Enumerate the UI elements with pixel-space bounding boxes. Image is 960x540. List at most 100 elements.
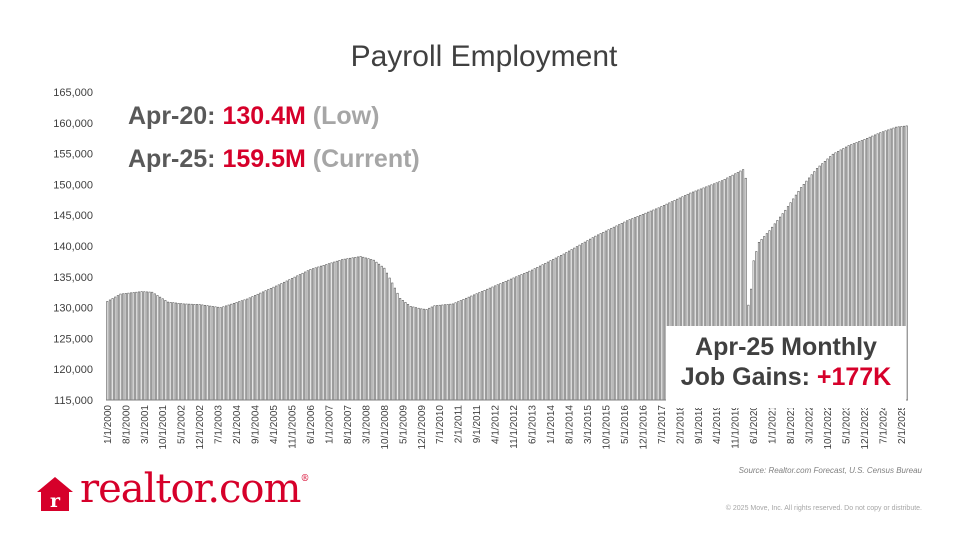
bar xyxy=(227,304,230,401)
bar xyxy=(185,303,188,401)
bar xyxy=(388,277,391,401)
bar xyxy=(151,291,154,401)
bar xyxy=(449,303,452,401)
y-tick-label: 130,000 xyxy=(53,303,93,315)
x-tick-label: 9/1/2004 xyxy=(251,405,262,444)
bar xyxy=(478,292,481,401)
bar xyxy=(251,296,254,401)
bar xyxy=(454,302,457,401)
bar xyxy=(190,303,193,401)
bar xyxy=(591,237,594,401)
bar xyxy=(610,228,613,401)
bar xyxy=(502,282,505,401)
bar xyxy=(554,257,557,401)
x-tick-label: 4/1/2012 xyxy=(491,405,502,444)
bar xyxy=(195,304,199,401)
bar xyxy=(483,290,486,401)
bar xyxy=(438,304,441,401)
bar xyxy=(378,263,381,401)
bar xyxy=(280,283,283,401)
bar xyxy=(562,253,565,401)
x-axis: 1/1/2000 8/1/2000 3/1/2001 10/1/2001 5/1/200… xyxy=(103,405,908,450)
bar xyxy=(264,290,267,401)
x-tick-label: 5/1/2016 xyxy=(620,405,631,444)
bar xyxy=(443,304,447,401)
bar xyxy=(647,211,650,401)
bar xyxy=(407,304,410,401)
bar xyxy=(219,307,222,401)
bar xyxy=(626,220,629,401)
bar xyxy=(306,270,309,401)
bar xyxy=(655,208,658,401)
bar xyxy=(565,252,568,401)
bar xyxy=(570,249,573,401)
x-tick-label: 11/1/2019 xyxy=(731,405,742,449)
bar xyxy=(512,277,515,401)
x-tick-label: 2/1/2011 xyxy=(454,405,465,444)
bar xyxy=(290,278,294,401)
bar xyxy=(124,293,127,401)
bar xyxy=(217,306,220,401)
bar xyxy=(362,256,365,401)
bar xyxy=(256,293,259,401)
bar xyxy=(465,297,468,401)
bar xyxy=(341,259,344,401)
bar xyxy=(607,229,610,401)
bar xyxy=(451,303,454,401)
bar xyxy=(560,255,563,401)
bar xyxy=(356,256,359,401)
bar xyxy=(156,295,159,401)
x-tick-label: 11/1/2005 xyxy=(288,405,299,449)
bar xyxy=(116,295,119,401)
bar xyxy=(581,243,584,401)
bar xyxy=(222,306,225,401)
y-tick-label: 165,000 xyxy=(53,87,93,99)
bar xyxy=(604,230,607,401)
bar xyxy=(596,234,600,401)
bar xyxy=(404,302,407,401)
bar xyxy=(531,269,534,401)
bar xyxy=(214,306,217,401)
bar xyxy=(343,258,346,401)
bar xyxy=(127,292,130,401)
bar xyxy=(446,304,449,401)
bar xyxy=(309,269,312,401)
x-tick-label: 2/1/2025 xyxy=(897,405,908,444)
gains-label: Job Gains: xyxy=(680,363,817,391)
x-tick-label: 3/1/2015 xyxy=(583,405,594,444)
bar xyxy=(312,268,315,401)
x-tick-label: 5/1/2023 xyxy=(842,405,853,444)
y-tick-label: 160,000 xyxy=(53,118,93,130)
bar xyxy=(515,276,518,401)
bar xyxy=(130,292,133,401)
bar xyxy=(660,206,663,401)
bar xyxy=(428,307,431,401)
bar xyxy=(254,295,257,401)
bar xyxy=(327,263,330,401)
x-tick-label: 1/1/2021 xyxy=(768,405,779,444)
x-tick-label: 6/1/2013 xyxy=(528,405,539,444)
x-tick-label: 2/1/2004 xyxy=(232,405,243,444)
x-tick-label: 7/1/2017 xyxy=(657,405,668,444)
x-tick-label: 8/1/2000 xyxy=(121,405,132,444)
bar xyxy=(657,207,660,401)
bar xyxy=(198,304,201,401)
bar xyxy=(240,300,243,401)
x-tick-label: 7/1/2003 xyxy=(214,405,225,444)
low-annotation: Apr-20: 130.4M (Low) xyxy=(128,102,379,131)
bar xyxy=(174,302,177,401)
bar xyxy=(293,276,296,401)
bar xyxy=(618,224,621,401)
bar xyxy=(425,309,428,401)
x-tick-label: 3/1/2001 xyxy=(140,405,151,444)
bar xyxy=(288,279,291,401)
bar xyxy=(644,212,647,401)
x-tick-label: 7/1/2010 xyxy=(435,405,446,444)
y-tick-label: 120,000 xyxy=(53,364,93,376)
bar xyxy=(541,264,544,401)
bar xyxy=(662,205,665,401)
bar xyxy=(528,270,531,401)
x-tick-label: 10/1/2015 xyxy=(601,405,612,450)
bar xyxy=(544,263,547,401)
